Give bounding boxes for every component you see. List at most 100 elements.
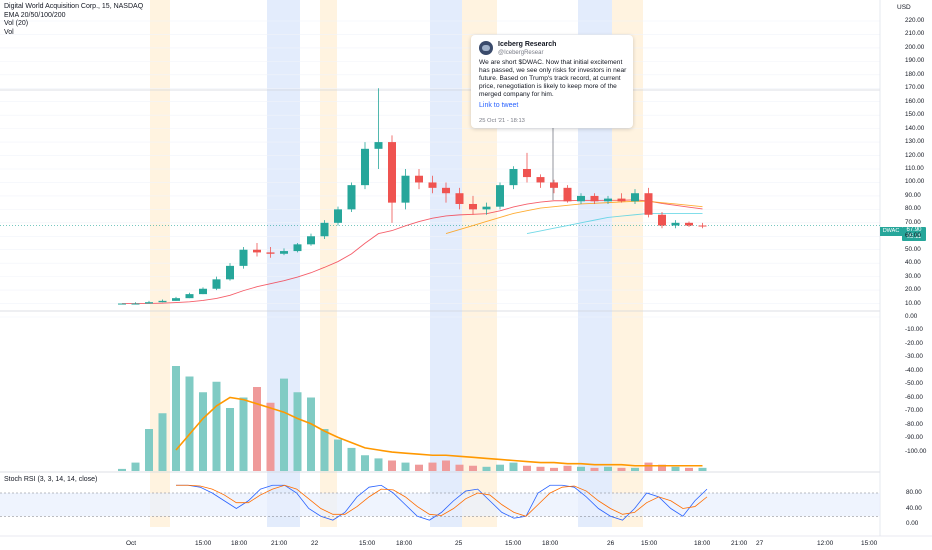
volume-bar xyxy=(334,439,342,471)
price-tick-label: 80.00 xyxy=(905,205,921,213)
volume-bar xyxy=(226,408,234,471)
volume-bar xyxy=(523,465,531,471)
time-tick-label: 18:00 xyxy=(231,540,248,547)
price-tick-label: -60.00 xyxy=(905,393,923,401)
candle-body xyxy=(253,249,261,253)
price-tick-label: 160.00 xyxy=(905,97,925,105)
ema-legend[interactable]: EMA 20/50/100/200 xyxy=(4,11,66,19)
candle-body xyxy=(685,222,693,226)
candle-body xyxy=(631,193,639,202)
volume-bar xyxy=(307,397,315,471)
tweet-author: Iceberg Research xyxy=(498,41,557,48)
volume-legend[interactable]: Vol (20) xyxy=(4,20,29,27)
volume-bar xyxy=(347,447,356,471)
time-tick-label: 21:00 xyxy=(271,540,288,547)
price-tick-label: 190.00 xyxy=(905,57,925,65)
volume-bar xyxy=(590,467,599,471)
time-tick-label: 25 xyxy=(455,540,463,547)
candle-body xyxy=(428,182,437,188)
volume-bar xyxy=(401,462,410,471)
volume-bar xyxy=(280,378,288,471)
volume-ma-line xyxy=(175,396,703,467)
rsi-tick-label: 40.00 xyxy=(906,504,922,512)
tweet-card[interactable]: Iceberg Research @IcebergResear We are s… xyxy=(471,35,633,128)
volume-bar xyxy=(428,462,437,471)
time-tick-label: 22 xyxy=(311,540,319,547)
price-tick-label: -30.00 xyxy=(905,353,923,361)
volume-bar xyxy=(253,387,261,471)
tweet-date: 25 Oct '21 - 18:13 xyxy=(479,118,525,124)
volume-bar xyxy=(631,467,639,471)
candle-body xyxy=(496,185,504,207)
price-tick-label: 40.00 xyxy=(905,259,921,267)
candle-body xyxy=(455,193,464,204)
last-price-tag: 67.90 05:11 xyxy=(902,227,926,241)
candle-body xyxy=(158,300,167,303)
volume-bar xyxy=(469,465,477,471)
time-tick-label: 18:00 xyxy=(396,540,413,547)
volume-bar xyxy=(604,466,612,471)
stoch-rsi-title[interactable]: Stoch RSI (3, 3, 14, 14, close) xyxy=(4,476,98,483)
price-tick-label: 0.00 xyxy=(905,313,918,320)
volume-bar xyxy=(145,429,153,471)
time-tick-label: 12:00 xyxy=(817,540,834,547)
session-band xyxy=(150,0,170,527)
volume-bar xyxy=(442,460,450,471)
time-tick-label: 21:00 xyxy=(731,540,748,547)
volume-bar xyxy=(185,376,194,471)
price-tick-label: 90.00 xyxy=(905,191,921,199)
price-tick-label: 150.00 xyxy=(905,111,925,119)
candle-body xyxy=(347,185,356,210)
candle-body xyxy=(388,142,396,203)
candle-body xyxy=(563,187,572,202)
price-tick-label: 100.00 xyxy=(905,178,925,186)
time-tick-label: 27 xyxy=(756,540,764,547)
price-tick-label: -50.00 xyxy=(905,380,923,388)
price-tick-label: 180.00 xyxy=(905,70,925,78)
volume-bar xyxy=(212,381,221,471)
price-tick-label: -10.00 xyxy=(905,326,923,334)
candle-body xyxy=(185,294,194,299)
candle-body xyxy=(482,206,491,210)
volume-bar xyxy=(374,458,383,471)
candle-body xyxy=(374,142,383,149)
volume-bar xyxy=(415,464,423,471)
rsi-line-k xyxy=(176,484,708,521)
candle-body xyxy=(280,251,288,254)
price-tick-label: 210.00 xyxy=(905,30,925,38)
price-tick-label: 110.00 xyxy=(905,165,924,172)
candle-body xyxy=(415,175,423,183)
candle-body xyxy=(307,236,315,245)
volume-bar xyxy=(658,464,666,471)
volume-bar xyxy=(563,465,572,471)
candle-body xyxy=(617,198,626,202)
candle-body xyxy=(604,198,612,202)
price-tick-label: -90.00 xyxy=(905,434,923,442)
candle-body xyxy=(577,195,585,202)
volume-bar xyxy=(361,455,369,471)
volume-bar xyxy=(158,413,167,471)
volume-bar xyxy=(199,392,207,471)
ticker-tag: DWAC xyxy=(880,227,902,236)
volume-bar xyxy=(536,466,545,471)
time-tick-label: 15:00 xyxy=(641,540,658,547)
volume-short-legend[interactable]: Vol xyxy=(4,28,14,36)
candle-body xyxy=(361,148,369,186)
rsi-band xyxy=(0,493,880,517)
candle-body xyxy=(199,288,207,295)
volume-bar xyxy=(172,366,180,471)
price-tick-label: 10.00 xyxy=(905,299,921,307)
volume-bar xyxy=(266,402,275,471)
tweet-handle: @IcebergResear xyxy=(498,50,544,56)
currency-label[interactable]: USD xyxy=(897,4,911,11)
time-tick-label: 15:00 xyxy=(195,540,212,547)
symbol-title[interactable]: Digital World Acquisition Corp., 15, NAS… xyxy=(4,3,144,10)
tweet-link[interactable]: Link to tweet xyxy=(479,102,519,109)
time-tick-label: Oct xyxy=(126,540,137,547)
rsi-tick-label: 0.00 xyxy=(906,520,919,527)
time-tick-label: 15:00 xyxy=(861,540,878,547)
avatar xyxy=(479,41,493,55)
volume-bar xyxy=(293,392,302,471)
candle-body xyxy=(212,279,221,289)
